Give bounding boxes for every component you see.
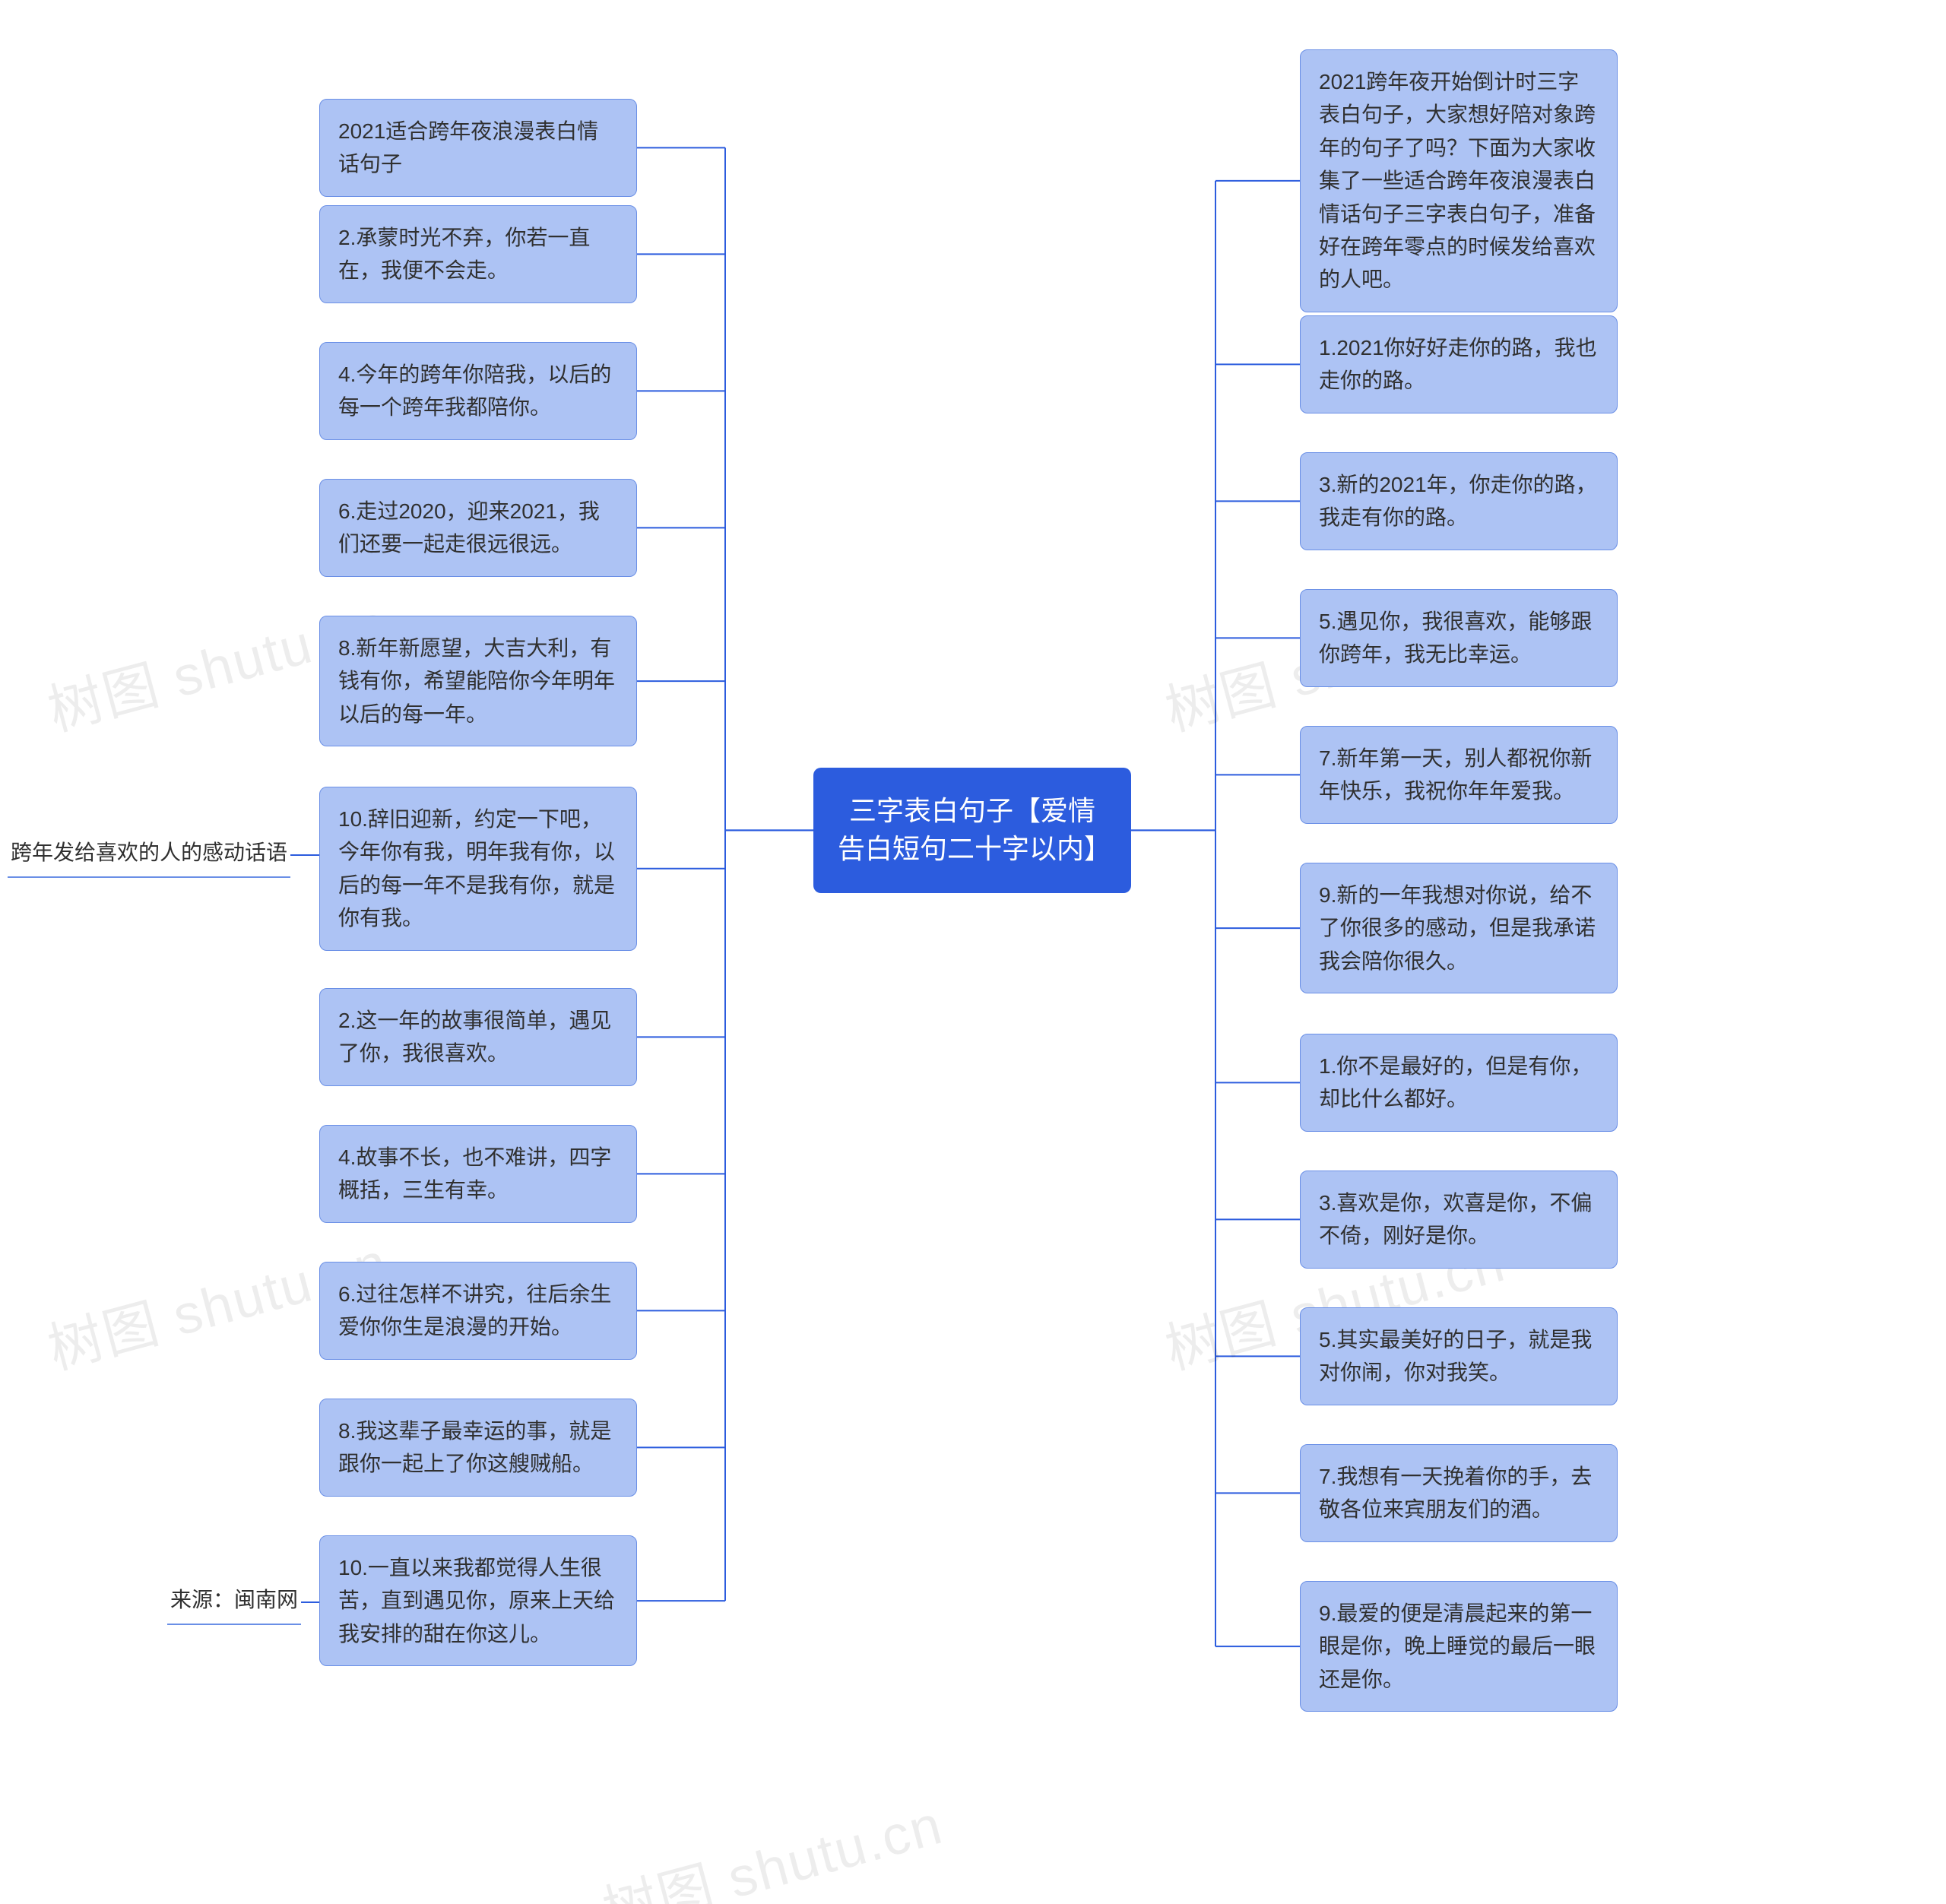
mindmap-leaf: 4.今年的跨年你陪我，以后的每一个跨年我都陪你。 xyxy=(319,342,637,440)
mindmap-leaf: 2.承蒙时光不弃，你若一直在，我便不会走。 xyxy=(319,205,637,303)
mindmap-leaf: 10.辞旧迎新，约定一下吧，今年你有我，明年我有你，以后的每一年不是我有你，就是… xyxy=(319,787,637,951)
mindmap-leaf: 4.故事不长，也不难讲，四字概括，三生有幸。 xyxy=(319,1125,637,1223)
mindmap-center: 三字表白句子【爱情告白短句二十字以内】 xyxy=(813,768,1131,893)
mindmap-leaf: 3.新的2021年，你走你的路，我走有你的路。 xyxy=(1300,452,1618,550)
mindmap-leaf: 6.走过2020，迎来2021，我们还要一起走很远很远。 xyxy=(319,479,637,577)
mindmap-leaf: 10.一直以来我都觉得人生很苦，直到遇见你，原来上天给我安排的甜在你这儿。 xyxy=(319,1535,637,1666)
mindmap-leaf: 1.你不是最好的，但是有你，却比什么都好。 xyxy=(1300,1034,1618,1132)
mindmap-leaf: 3.喜欢是你，欢喜是你，不偏不倚，刚好是你。 xyxy=(1300,1171,1618,1269)
mindmap-leaf: 8.我这辈子最幸运的事，就是跟你一起上了你这艘贼船。 xyxy=(319,1399,637,1497)
mindmap-sublabel: 跨年发给喜欢的人的感动话语 xyxy=(8,832,290,878)
mindmap-leaf: 1.2021你好好走你的路，我也走你的路。 xyxy=(1300,315,1618,413)
mindmap-leaf: 9.新的一年我想对你说，给不了你很多的感动，但是我承诺我会陪你很久。 xyxy=(1300,863,1618,993)
watermark: 树图 shutu.cn xyxy=(593,1779,950,1904)
mindmap-leaf: 2021适合跨年夜浪漫表白情话句子 xyxy=(319,99,637,197)
mindmap-leaf: 8.新年新愿望，大吉大利，有钱有你，希望能陪你今年明年以后的每一年。 xyxy=(319,616,637,746)
mindmap-leaf: 2.这一年的故事很简单，遇见了你，我很喜欢。 xyxy=(319,988,637,1086)
mindmap-leaf: 5.其实最美好的日子，就是我对你闹，你对我笑。 xyxy=(1300,1307,1618,1405)
mindmap-sublabel: 来源：闽南网 xyxy=(167,1579,301,1625)
mindmap-leaf: 6.过往怎样不讲究，往后余生爱你你生是浪漫的开始。 xyxy=(319,1262,637,1360)
mindmap-leaf: 7.我想有一天挽着你的手，去敬各位来宾朋友们的酒。 xyxy=(1300,1444,1618,1542)
mindmap-leaf: 5.遇见你，我很喜欢，能够跟你跨年，我无比幸运。 xyxy=(1300,589,1618,687)
mindmap-leaf: 9.最爱的便是清晨起来的第一眼是你，晚上睡觉的最后一眼还是你。 xyxy=(1300,1581,1618,1712)
mindmap-leaf: 7.新年第一天，别人都祝你新年快乐，我祝你年年爱我。 xyxy=(1300,726,1618,824)
mindmap-leaf: 2021跨年夜开始倒计时三字表白句子，大家想好陪对象跨年的句子了吗？下面为大家收… xyxy=(1300,49,1618,312)
